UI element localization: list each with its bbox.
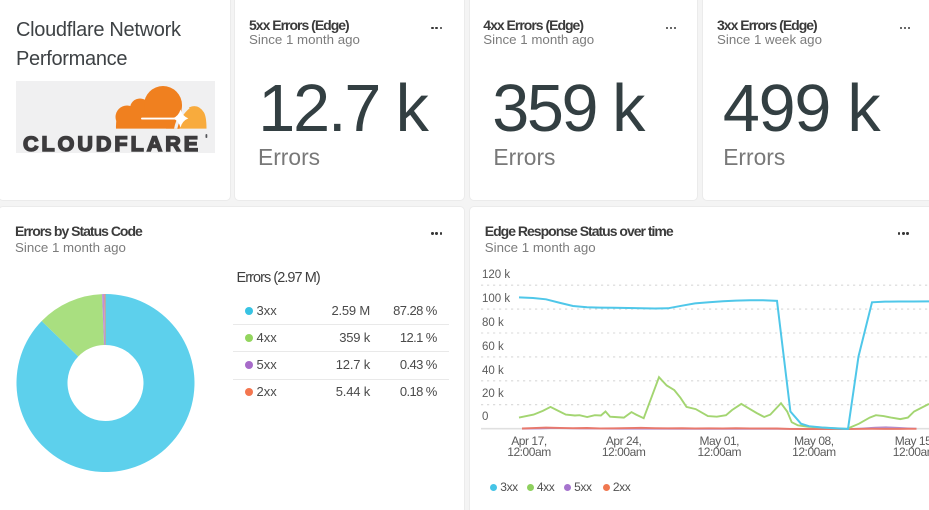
svg-text:CLOUDFLARE: CLOUDFLARE xyxy=(23,132,201,153)
